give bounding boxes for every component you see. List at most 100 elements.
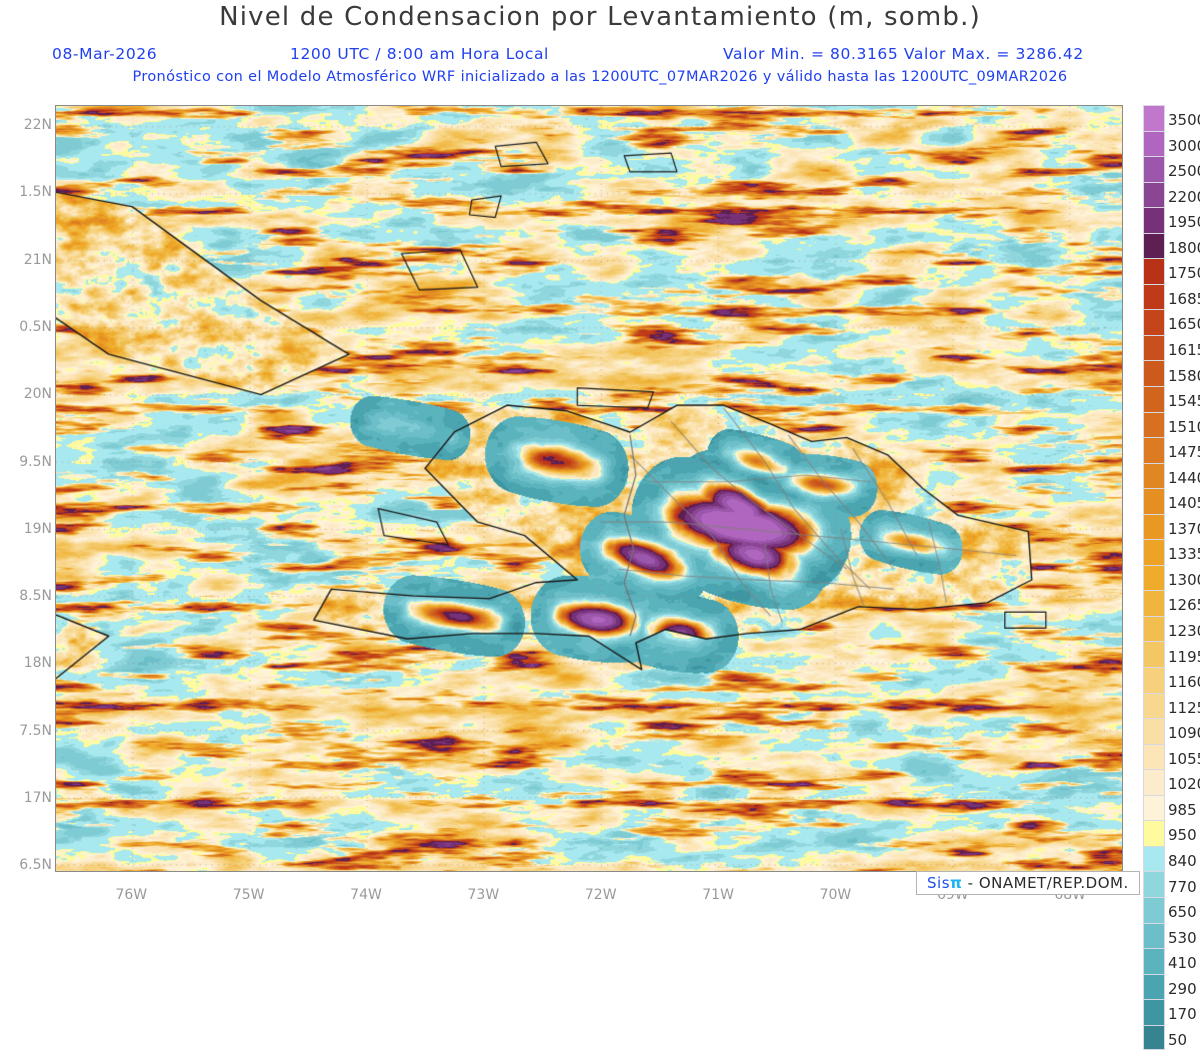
colorbar-swatch (1143, 309, 1165, 335)
colorbar-swatch (1143, 769, 1165, 795)
colorbar-label: 530 (1168, 928, 1197, 947)
colorbar-swatch (1143, 386, 1165, 412)
colorbar[interactable] (1143, 105, 1165, 1050)
colorbar-swatch (1143, 845, 1165, 872)
colorbar-swatch (1143, 462, 1165, 489)
longitude-tick-label: 71W (702, 887, 734, 903)
latitude-tick-label: 18N (23, 655, 52, 672)
colorbar-swatch (1143, 360, 1165, 387)
colorbar-label: 2200 (1168, 187, 1200, 206)
colorbar-label: 1055 (1168, 749, 1200, 768)
colorbar-swatch (1143, 948, 1165, 974)
colorbar-label: 650 (1168, 903, 1197, 922)
page-title: Nivel de Condensacion por Levantamiento … (219, 2, 981, 32)
colorbar-label: 3000 (1168, 136, 1200, 155)
colorbar-label: 1510 (1168, 417, 1200, 436)
colorbar-label: 3500 (1168, 111, 1200, 129)
latitude-tick-label: 6.5N (19, 857, 52, 874)
latitude-tick-label: 22N (23, 117, 52, 134)
colorbar-swatch (1143, 896, 1165, 923)
colorbar-swatch (1143, 820, 1165, 846)
colorbar-swatch (1143, 156, 1165, 182)
longitude-tick-label: 76W (115, 887, 148, 903)
colorbar-label: 1230 (1168, 622, 1200, 640)
colorbar-label: 1300 (1168, 570, 1200, 589)
longitude-tick-label: 73W (467, 887, 500, 903)
colorbar-swatch (1143, 922, 1165, 949)
colorbar-label: 2500 (1168, 162, 1200, 181)
colorbar-label: 1125 (1168, 698, 1200, 717)
colorbar-swatch (1143, 283, 1165, 310)
colorbar-swatch (1143, 973, 1165, 1000)
colorbar-swatch (1143, 232, 1165, 259)
latitude-tick-label: 1.5N (19, 184, 52, 201)
value-minmax: Valor Min. = 80.3165 Valor Max. = 3286.4… (723, 45, 1084, 63)
colorbar-swatch (1143, 207, 1165, 233)
latitude-tick-label: 7.5N (19, 722, 52, 739)
latitude-tick-label: 21N (23, 251, 52, 268)
colorbar-swatch (1143, 539, 1165, 565)
longitude-tick-label: 75W (232, 887, 265, 903)
colorbar-label: 950 (1168, 826, 1197, 845)
colorbar-label: 170 (1168, 1005, 1197, 1024)
attribution-agency: - ONAMET/REP.DOM. (967, 874, 1129, 892)
colorbar-label: 1615 (1168, 340, 1200, 359)
colorbar-swatch (1143, 437, 1165, 463)
colorbar-swatch (1143, 794, 1165, 821)
model-description: Pronóstico con el Modelo Atmosférico WRF… (132, 69, 1068, 85)
forecast-time: 1200 UTC / 8:00 am Hora Local (290, 45, 549, 63)
colorbar-swatch (1143, 667, 1165, 693)
colorbar-swatch (1143, 564, 1165, 591)
colorbar-label: 1335 (1168, 545, 1200, 564)
colorbar-swatch (1143, 411, 1165, 438)
colorbar-swatch (1143, 258, 1165, 284)
latitude-tick-label: 17N (23, 789, 52, 806)
pi-icon: π (950, 874, 963, 892)
latitude-tick-label: 20N (23, 386, 52, 403)
colorbar-label: 1800 (1168, 238, 1200, 257)
latitude-tick-label: 8.5N (19, 588, 52, 605)
colorbar-swatch (1143, 718, 1165, 744)
forecast-date: 08-Mar-2026 (52, 45, 158, 63)
colorbar-swatch (1143, 743, 1165, 770)
colorbar-swatch (1143, 513, 1165, 540)
colorbar-label: 50 (1168, 1030, 1188, 1049)
colorbar-label: 1020 (1168, 775, 1200, 794)
latitude-tick-label: 19N (23, 520, 52, 537)
colorbar-label: 1545 (1168, 392, 1200, 411)
colorbar-swatch (1143, 334, 1165, 361)
colorbar-label: 1265 (1168, 596, 1200, 615)
colorbar-swatch (1143, 615, 1165, 642)
longitude-tick-label: 70W (819, 887, 852, 903)
colorbar-label: 1440 (1168, 468, 1200, 487)
colorbar-label: 1160 (1168, 673, 1200, 692)
longitude-tick-label: 72W (584, 887, 617, 903)
longitude-tick-label: 74W (350, 887, 382, 903)
colorbar-swatch (1143, 871, 1165, 897)
colorbar-label: 1195 (1168, 647, 1200, 666)
colorbar-label: 1750 (1168, 264, 1200, 283)
attribution-badge: Sis π - ONAMET/REP.DOM. (916, 871, 1140, 895)
colorbar-swatch (1143, 130, 1165, 157)
colorbar-label: 840 (1168, 851, 1197, 870)
map-plot-area[interactable] (55, 105, 1123, 872)
colorbar-swatch (1143, 590, 1165, 616)
sis-text: Sis (927, 874, 951, 892)
colorbar-label: 1405 (1168, 494, 1200, 513)
colorbar-label: 410 (1168, 954, 1197, 973)
colorbar-label: 985 (1168, 800, 1197, 819)
colorbar-label: 1475 (1168, 443, 1200, 462)
colorbar-swatch (1143, 181, 1165, 208)
colorbar-swatch (1143, 641, 1165, 668)
colorbar-label: 770 (1168, 877, 1197, 896)
colorbar-swatch (1143, 1024, 1165, 1050)
colorbar-label: 1370 (1168, 519, 1200, 538)
colorbar-label: 1580 (1168, 366, 1200, 385)
colorbar-label: 290 (1168, 979, 1197, 998)
colorbar-swatch (1143, 488, 1165, 514)
colorbar-label: 1090 (1168, 724, 1200, 743)
colorbar-label: 1685 (1168, 289, 1200, 308)
colorbar-label: 1650 (1168, 315, 1200, 334)
colorbar-swatch (1143, 999, 1165, 1025)
colorbar-swatch (1143, 105, 1165, 131)
